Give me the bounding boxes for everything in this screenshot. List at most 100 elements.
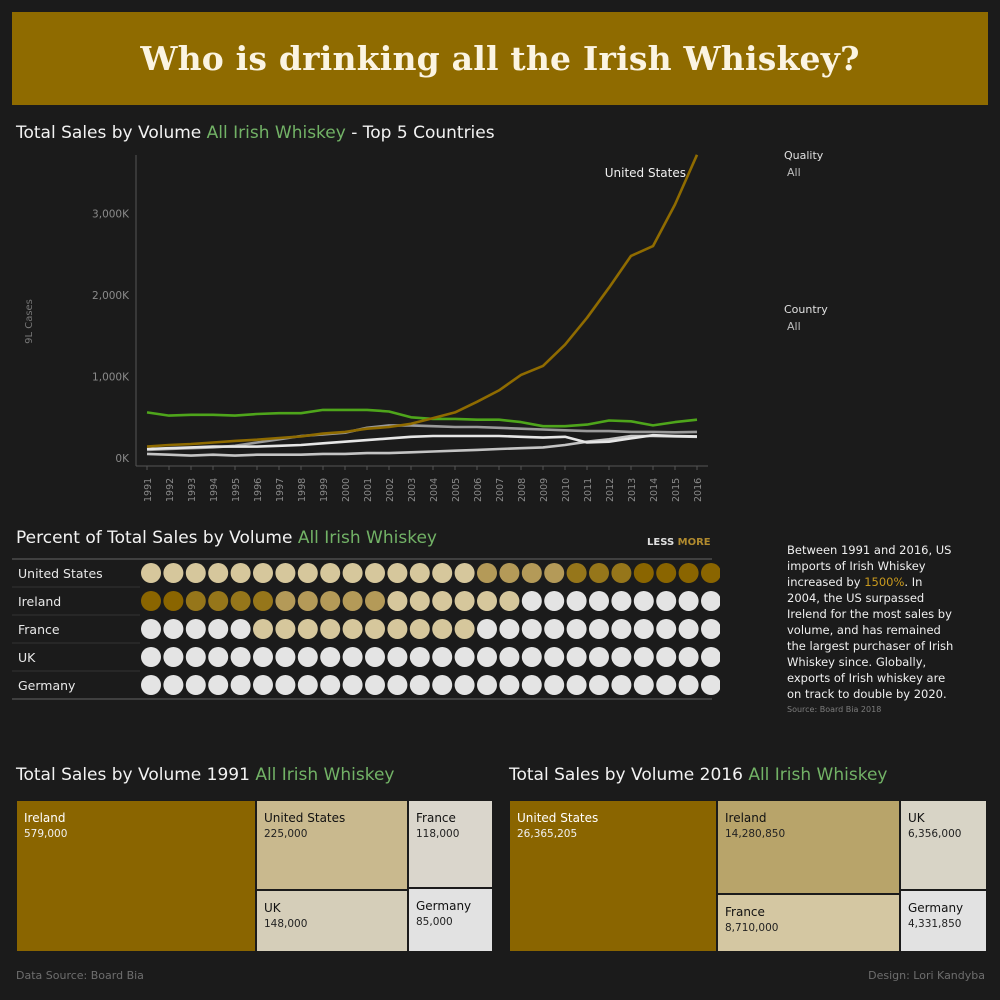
dot-cell[interactable]: [409, 619, 430, 639]
series-line-germany[interactable]: [146, 434, 698, 457]
series-line-france[interactable]: [146, 424, 698, 452]
dot-cell[interactable]: [163, 563, 184, 583]
dot-cell[interactable]: [185, 619, 206, 639]
dot-cell[interactable]: [544, 647, 565, 667]
dot-cell[interactable]: [387, 591, 408, 611]
dot-cell[interactable]: [230, 647, 251, 667]
dot-cell[interactable]: [544, 563, 565, 583]
dot-cell[interactable]: [409, 563, 430, 583]
dot-cell[interactable]: [297, 619, 318, 639]
dot-cell[interactable]: [208, 619, 229, 639]
dot-cell[interactable]: [432, 647, 453, 667]
dot-cell[interactable]: [365, 591, 385, 611]
dot-cell[interactable]: [230, 591, 251, 611]
dot-cell[interactable]: [477, 619, 497, 639]
dot-cell[interactable]: [701, 591, 720, 611]
dot-cell[interactable]: [297, 563, 318, 583]
quality-filter-value[interactable]: All: [787, 166, 801, 179]
dot-cell[interactable]: [208, 647, 229, 667]
dot-cell[interactable]: [185, 647, 206, 667]
dot-cell[interactable]: [253, 675, 273, 695]
dot-cell[interactable]: [320, 563, 341, 583]
dot-cell[interactable]: [499, 563, 520, 583]
dot-cell[interactable]: [141, 591, 161, 611]
dot-cell[interactable]: [589, 619, 609, 639]
dot-cell[interactable]: [589, 675, 609, 695]
dot-cell[interactable]: [432, 563, 453, 583]
series-line-ireland[interactable]: [146, 408, 698, 428]
dot-cell[interactable]: [656, 647, 677, 667]
dot-cell[interactable]: [432, 619, 453, 639]
dot-cell[interactable]: [320, 647, 341, 667]
dot-cell[interactable]: [544, 591, 565, 611]
dot-cell[interactable]: [409, 647, 430, 667]
dot-cell[interactable]: [208, 591, 229, 611]
dot-cell[interactable]: [701, 675, 720, 695]
dot-cell[interactable]: [185, 591, 206, 611]
treemap-2016-cell-uk[interactable]: UK 6,356,000: [900, 800, 987, 890]
dot-cell[interactable]: [544, 619, 565, 639]
dot-cell[interactable]: [477, 563, 497, 583]
dot-cell[interactable]: [297, 675, 318, 695]
dot-cell[interactable]: [611, 675, 632, 695]
dot-cell[interactable]: [297, 591, 318, 611]
dot-cell[interactable]: [342, 563, 363, 583]
dot-cell[interactable]: [678, 647, 699, 667]
dot-cell[interactable]: [678, 675, 699, 695]
dot-cell[interactable]: [163, 647, 184, 667]
dot-cell[interactable]: [678, 619, 699, 639]
dot-cell[interactable]: [275, 591, 296, 611]
dot-cell[interactable]: [275, 675, 296, 695]
dot-cell[interactable]: [611, 619, 632, 639]
dot-cell[interactable]: [409, 591, 430, 611]
dot-cell[interactable]: [656, 591, 677, 611]
dot-cell[interactable]: [521, 619, 542, 639]
dot-cell[interactable]: [566, 675, 587, 695]
dot-cell[interactable]: [521, 675, 542, 695]
dot-cell[interactable]: [365, 647, 385, 667]
dot-cell[interactable]: [633, 647, 654, 667]
dot-cell[interactable]: [208, 675, 229, 695]
dot-cell[interactable]: [656, 619, 677, 639]
dot-cell[interactable]: [253, 563, 273, 583]
dot-cell[interactable]: [544, 675, 565, 695]
dot-cell[interactable]: [656, 563, 677, 583]
dot-cell[interactable]: [342, 675, 363, 695]
dot-cell[interactable]: [499, 591, 520, 611]
dot-cell[interactable]: [701, 619, 720, 639]
dot-cell[interactable]: [409, 675, 430, 695]
dot-cell[interactable]: [611, 563, 632, 583]
dot-cell[interactable]: [589, 563, 609, 583]
dot-cell[interactable]: [365, 675, 385, 695]
dot-cell[interactable]: [701, 563, 720, 583]
dot-cell[interactable]: [678, 591, 699, 611]
dot-cell[interactable]: [342, 619, 363, 639]
treemap-1991-cell-united-states[interactable]: United States 225,000: [256, 800, 408, 890]
dot-cell[interactable]: [320, 675, 341, 695]
dot-cell[interactable]: [365, 563, 385, 583]
dot-cell[interactable]: [275, 619, 296, 639]
dot-cell[interactable]: [387, 647, 408, 667]
dot-cell[interactable]: [253, 619, 273, 639]
dot-cell[interactable]: [521, 647, 542, 667]
dot-cell[interactable]: [566, 647, 587, 667]
dot-cell[interactable]: [230, 563, 251, 583]
dot-cell[interactable]: [633, 591, 654, 611]
dot-cell[interactable]: [185, 563, 206, 583]
dot-cell[interactable]: [477, 675, 497, 695]
dot-cell[interactable]: [320, 591, 341, 611]
dot-cell[interactable]: [633, 563, 654, 583]
dot-cell[interactable]: [589, 591, 609, 611]
dot-cell[interactable]: [320, 619, 341, 639]
dot-cell[interactable]: [230, 619, 251, 639]
dot-cell[interactable]: [432, 675, 453, 695]
dot-cell[interactable]: [589, 647, 609, 667]
dot-cell[interactable]: [387, 563, 408, 583]
dot-cell[interactable]: [163, 619, 184, 639]
dot-cell[interactable]: [611, 647, 632, 667]
series-line-united-states[interactable]: [146, 154, 699, 448]
series-line-uk[interactable]: [146, 433, 698, 451]
dot-cell[interactable]: [499, 675, 520, 695]
dot-cell[interactable]: [208, 563, 229, 583]
treemap-1991-cell-germany[interactable]: Germany 85,000: [408, 888, 493, 952]
